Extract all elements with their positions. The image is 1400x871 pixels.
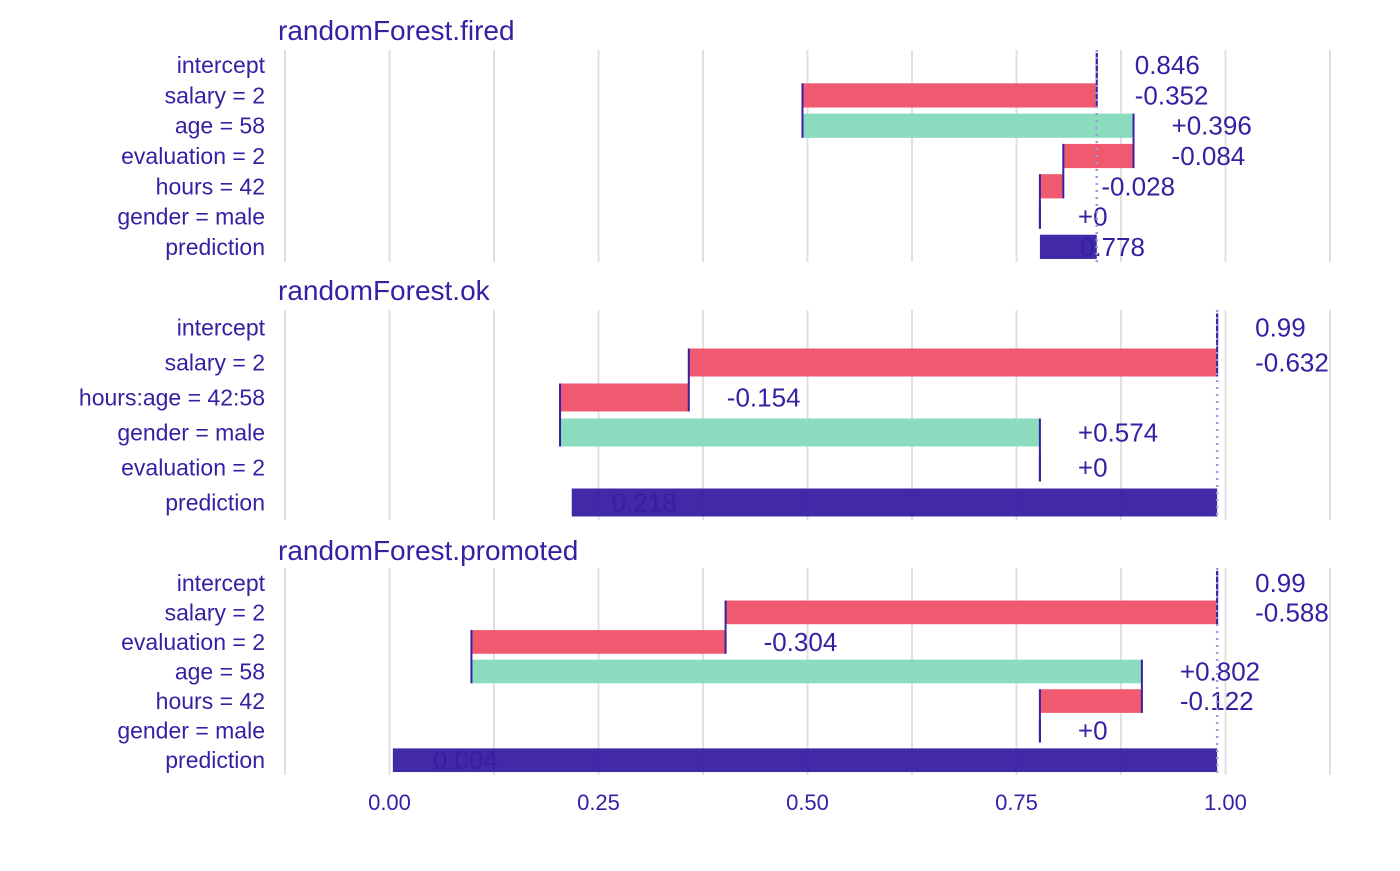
value-label: 0.99 bbox=[1255, 568, 1306, 598]
row-label: intercept bbox=[177, 315, 266, 341]
row-label: gender = male bbox=[117, 718, 265, 744]
bar-negative bbox=[725, 600, 1218, 625]
row-label: hours = 42 bbox=[156, 173, 265, 199]
bar-prediction bbox=[392, 748, 1218, 773]
value-label: +0.574 bbox=[1078, 418, 1158, 448]
bar-positive bbox=[802, 113, 1134, 138]
panel-0: randomForest.fired intercept 0.846 salary =… bbox=[117, 15, 1331, 262]
row-label: gender = male bbox=[117, 420, 265, 446]
row-label: age = 58 bbox=[175, 113, 265, 139]
bar-negative bbox=[471, 630, 726, 654]
value-label: 0.99 bbox=[1255, 313, 1306, 343]
panel-title: randomForest.fired bbox=[278, 15, 515, 46]
row-label: hours:age = 42:58 bbox=[79, 385, 265, 411]
row-label: intercept bbox=[177, 570, 266, 596]
row-label: evaluation = 2 bbox=[121, 143, 265, 169]
row-label: gender = male bbox=[117, 204, 265, 230]
row-label: salary = 2 bbox=[165, 82, 265, 108]
value-label: -0.154 bbox=[727, 383, 801, 413]
value-label: +0.396 bbox=[1172, 111, 1252, 141]
bar-negative bbox=[1039, 689, 1142, 713]
row-label: evaluation = 2 bbox=[121, 629, 265, 655]
panel-2: randomForest.promoted intercept 0.99 salary… bbox=[117, 535, 1331, 775]
value-label: +0.802 bbox=[1180, 657, 1260, 687]
value-label: +0 bbox=[1078, 453, 1108, 483]
x-tick-label: 0.50 bbox=[786, 790, 829, 815]
bar-prediction bbox=[571, 488, 1218, 517]
value-label: -0.028 bbox=[1101, 171, 1175, 201]
value-label: -0.352 bbox=[1135, 80, 1209, 110]
row-label: prediction bbox=[165, 234, 265, 260]
bar-negative bbox=[1063, 143, 1134, 169]
row-label: evaluation = 2 bbox=[121, 455, 265, 481]
x-tick-label: 0.25 bbox=[577, 790, 620, 815]
row-label: hours = 42 bbox=[156, 688, 265, 714]
x-tick-label: 0.75 bbox=[995, 790, 1038, 815]
x-tick-label: 0.00 bbox=[368, 790, 411, 815]
value-label: 0.846 bbox=[1135, 50, 1200, 80]
bar-positive bbox=[560, 418, 1040, 447]
row-label: age = 58 bbox=[175, 659, 265, 685]
value-label: 0.218 bbox=[612, 488, 677, 518]
bar-prediction bbox=[1039, 234, 1097, 259]
panel-title: randomForest.promoted bbox=[278, 535, 578, 566]
value-label: 0.004 bbox=[433, 745, 498, 775]
value-label: +0 bbox=[1078, 202, 1108, 232]
bar-negative bbox=[802, 83, 1097, 108]
x-tick-label: 1.00 bbox=[1204, 790, 1247, 815]
panel-title: randomForest.ok bbox=[278, 275, 491, 306]
bar-positive bbox=[471, 659, 1142, 684]
value-label: +0 bbox=[1078, 716, 1108, 746]
row-label: salary = 2 bbox=[165, 599, 265, 625]
bar-negative bbox=[688, 348, 1218, 377]
value-label: -0.632 bbox=[1255, 348, 1329, 378]
bar-negative bbox=[560, 383, 689, 412]
row-label: salary = 2 bbox=[165, 350, 265, 376]
value-label: -0.304 bbox=[764, 627, 838, 657]
value-label: -0.084 bbox=[1172, 141, 1246, 171]
value-label: -0.588 bbox=[1255, 597, 1329, 627]
row-label: prediction bbox=[165, 490, 265, 516]
row-label: intercept bbox=[177, 52, 266, 78]
panel-1: randomForest.ok intercept 0.99 salary = 2 -0… bbox=[79, 275, 1331, 520]
value-label: 0.778 bbox=[1080, 232, 1145, 262]
bar-negative bbox=[1039, 174, 1064, 199]
row-label: prediction bbox=[165, 747, 265, 773]
